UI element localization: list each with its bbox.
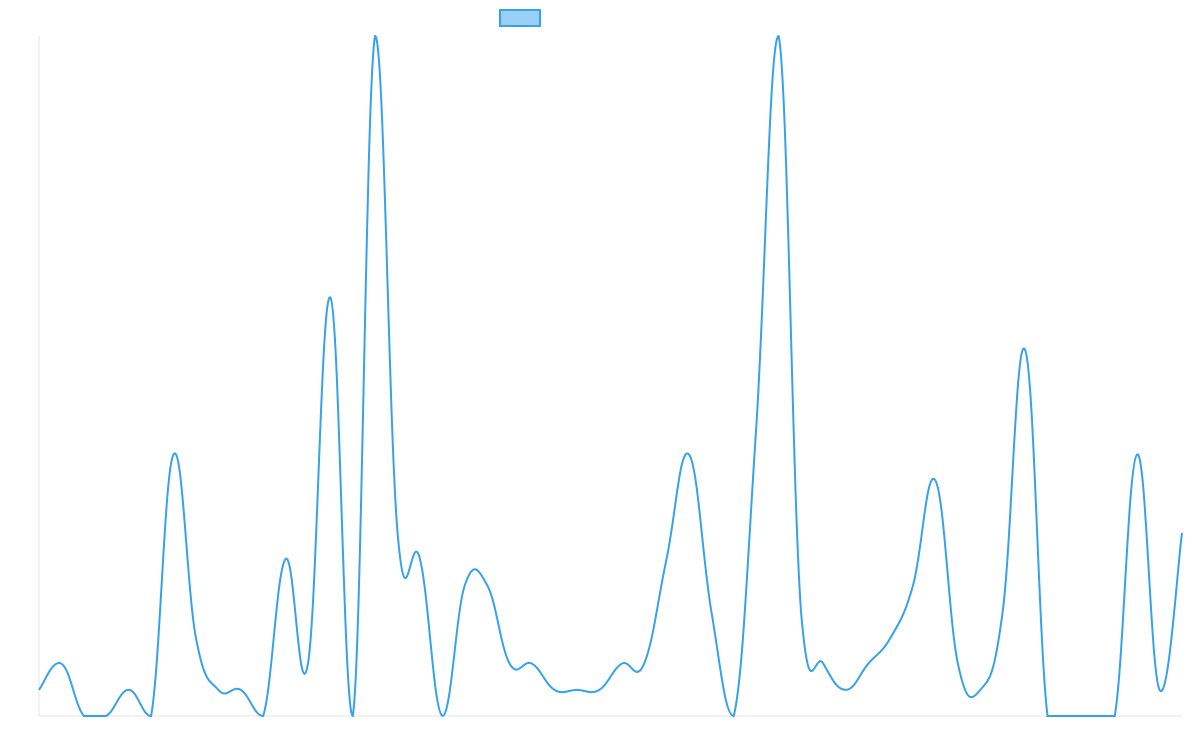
legend-swatch[interactable] [499, 9, 541, 27]
data-line [38, 34, 1183, 718]
